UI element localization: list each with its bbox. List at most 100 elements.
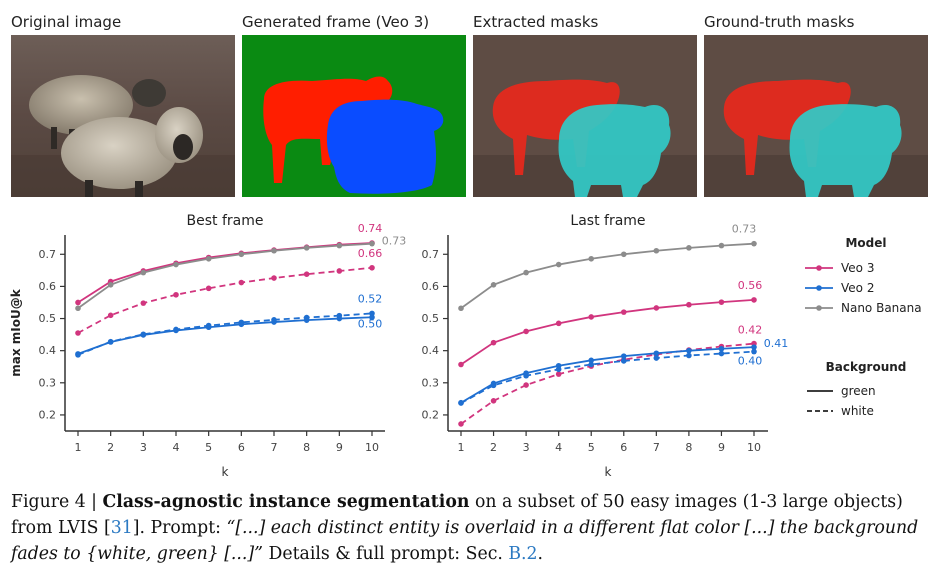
x-tick-label: 7 — [653, 441, 660, 454]
legend: Model Veo 3 Veo 2 Nano Banana Background gree… — [805, 236, 922, 418]
ground-truth-masks-image — [704, 35, 928, 197]
legend-label-veo3: Veo 3 — [841, 261, 874, 275]
data-point — [555, 366, 562, 373]
section-link[interactable]: B.2 — [508, 544, 538, 564]
series-line — [460, 299, 755, 366]
panel-label-ground-truth: Ground-truth masks — [704, 13, 855, 31]
legend-model-title: Model — [845, 236, 886, 250]
data-point — [523, 382, 529, 388]
data-point — [718, 345, 725, 352]
data-point — [271, 275, 277, 281]
data-point — [686, 347, 692, 354]
data-point — [75, 305, 81, 312]
series-line — [77, 316, 373, 355]
data-point — [369, 310, 375, 317]
y-tick-label: 0.7 — [39, 248, 57, 261]
figure-caption: Figure 4 | Class-agnostic instance segme… — [11, 489, 936, 567]
legend-label-green: green — [841, 384, 876, 398]
series-line — [77, 312, 373, 356]
data-point — [751, 297, 757, 303]
generated-frame-image — [242, 35, 466, 197]
x-tick-label: 5 — [205, 441, 212, 454]
data-point — [458, 361, 464, 368]
legend-label-veo2: Veo 2 — [841, 281, 874, 295]
data-point — [336, 242, 343, 249]
data-point — [336, 268, 343, 274]
caption-text-4: Details & full prompt: Sec. — [263, 544, 509, 564]
chart-best-frame: Best frame 0.2 0.3 0.4 0.5 0.6 0.7 1 2 3 4 5 6 7 8 9 10 k… — [9, 213, 406, 479]
x-tick-label: 4 — [555, 441, 562, 454]
caption-period: . — [537, 544, 544, 564]
red-gt-overlay — [723, 79, 851, 175]
x-tick-label: 6 — [620, 441, 627, 454]
data-point — [751, 348, 757, 355]
original-image — [11, 35, 235, 197]
x-tick-label: 9 — [718, 441, 725, 454]
data-point — [653, 355, 660, 361]
data-point — [205, 255, 212, 262]
data-point — [555, 320, 562, 327]
data-point — [686, 301, 692, 308]
data-point — [75, 352, 81, 358]
data-point — [686, 245, 692, 251]
panel-label-extracted: Extracted masks — [473, 13, 599, 31]
caption-line-1: Figure 4 | Class-agnostic instance segme… — [11, 489, 936, 515]
data-point — [653, 350, 660, 357]
legend-label-white: white — [841, 404, 874, 418]
data-point — [140, 269, 147, 276]
data-point — [458, 400, 464, 406]
data-point — [523, 269, 529, 276]
data-point — [238, 251, 245, 258]
y-axis-label: max mIoU@k — [9, 288, 23, 376]
data-point — [303, 271, 310, 277]
y-tick-label: 0.7 — [422, 248, 440, 261]
data-point — [686, 352, 692, 359]
legend-marker-veo2 — [816, 285, 822, 291]
data-point — [140, 331, 147, 338]
y-tick-label: 0.6 — [39, 280, 57, 293]
data-point — [751, 240, 757, 247]
legend-marker-veo3 — [816, 265, 822, 271]
x-tick-label: 1 — [75, 441, 82, 454]
data-point — [205, 285, 212, 292]
data-point — [238, 279, 245, 286]
x-tick-label: 2 — [490, 441, 497, 454]
data-point — [75, 299, 81, 306]
y-tick-label: 0.3 — [39, 376, 57, 389]
data-label: 0.41 — [764, 337, 789, 350]
legend-background-title: Background — [826, 360, 907, 374]
data-point — [271, 317, 277, 323]
caption-line-2: from LVIS [31]. Prompt: “[...] each dist… — [11, 515, 936, 541]
data-point — [173, 326, 179, 333]
x-tick-label: 8 — [303, 441, 310, 454]
cyan-gt-overlay — [789, 104, 902, 197]
caption-title: Class-agnostic instance segmentation — [102, 492, 470, 512]
caption-text-3: ]. Prompt: — [132, 518, 227, 538]
data-point — [718, 299, 725, 305]
series-line — [460, 350, 755, 404]
data-point — [718, 242, 725, 249]
citation-link[interactable]: 31 — [110, 518, 133, 538]
x-tick-label: 3 — [523, 441, 530, 454]
data-point — [75, 330, 81, 336]
caption-text-2: from LVIS [ — [11, 518, 111, 538]
data-point — [653, 247, 660, 254]
y-tick-label: 0.5 — [422, 312, 440, 325]
caption-line-3: fades to {white, green} [...]” Details &… — [11, 541, 936, 567]
data-point — [555, 261, 562, 268]
data-point — [303, 245, 310, 251]
legend-label-nano: Nano Banana — [841, 301, 922, 315]
data-point — [107, 282, 114, 288]
data-point — [205, 322, 212, 329]
data-point — [620, 358, 627, 364]
data-point — [490, 282, 497, 288]
chart-last-frame: Last frame 0.2 0.3 0.4 0.5 0.6 0.7 1 2 3 4 5 6 7 8 9 10 k… — [422, 213, 789, 479]
data-point — [238, 319, 245, 326]
data-point — [107, 338, 114, 345]
series-line — [77, 242, 373, 309]
data-point — [523, 328, 529, 335]
prompt-text-2: fades to {white, green} [...]” — [11, 544, 263, 564]
data-label: 0.40 — [738, 355, 763, 368]
series-line — [460, 242, 755, 309]
x-tick-label: 9 — [336, 441, 343, 454]
